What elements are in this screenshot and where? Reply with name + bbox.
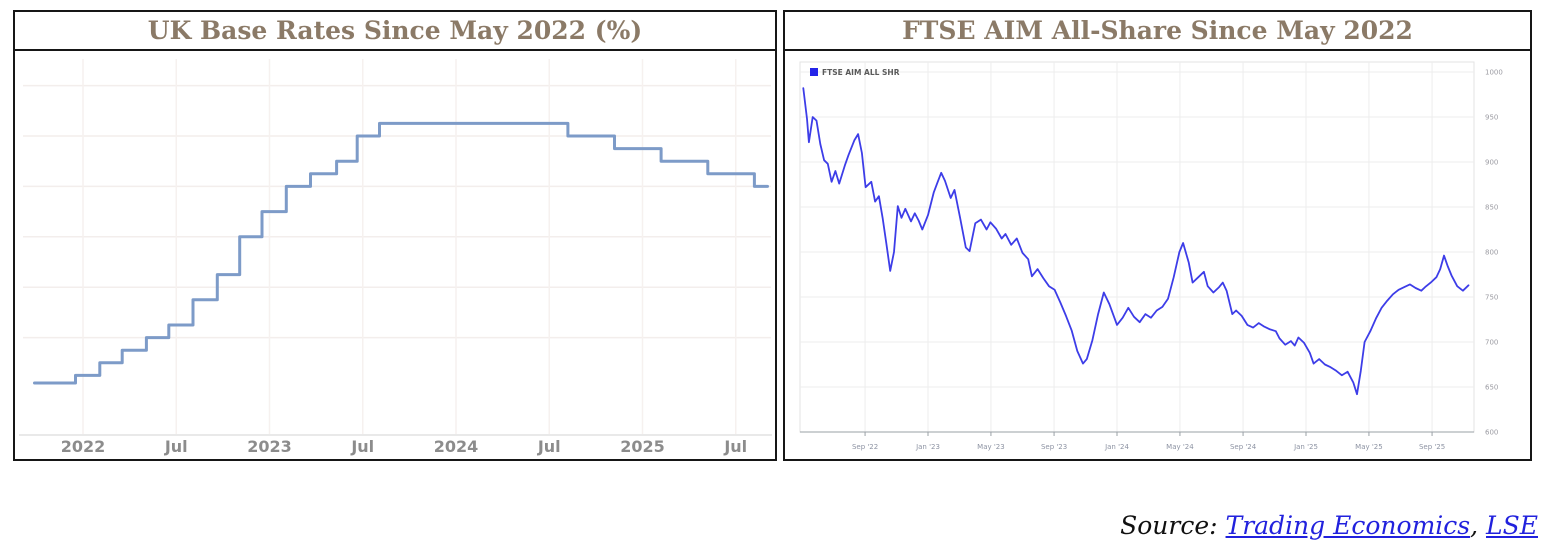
x-axis-label: May '23 [977, 443, 1005, 451]
right-chart-title: FTSE AIM All-Share Since May 2022 [785, 12, 1530, 51]
x-axis-label: Jul [723, 437, 747, 456]
x-axis-label: Jan '24 [1104, 443, 1129, 451]
source-link-trading-economics[interactable]: Trading Economics [1225, 511, 1471, 540]
x-axis-label: 2024 [434, 437, 479, 456]
y-axis-label: 600 [1485, 429, 1498, 437]
y-axis-label: 800 [1485, 249, 1498, 257]
x-axis-label: Jul [537, 437, 561, 456]
x-axis-label: Sep '25 [1419, 443, 1445, 451]
y-axis-label: 950 [1485, 114, 1498, 122]
x-axis-label: 2025 [620, 437, 665, 456]
x-axis-label: Jan '25 [1293, 443, 1318, 451]
x-axis-label: Sep '22 [852, 443, 878, 451]
y-axis-label: 650 [1485, 384, 1498, 392]
right-chart-area: 1000 950 900 850 800 750 700 650 600 Sep '22 Jan '… [785, 51, 1530, 459]
y-axis-label: 700 [1485, 339, 1498, 347]
uk-base-rate-step-line [33, 121, 769, 385]
x-axis-label: Sep '24 [1230, 443, 1257, 451]
y-axis-label: 750 [1485, 294, 1498, 302]
uk-base-rates-panel: UK Base Rates Since May 2022 (%) 2022 Jul… [13, 10, 777, 461]
ftse-aim-chart: 1000 950 900 850 800 750 700 650 600 Sep '22 Jan '… [799, 61, 1503, 451]
x-axis-label: Jul [164, 437, 188, 456]
legend-swatch-icon [810, 68, 818, 76]
x-axis-label: May '24 [1166, 443, 1194, 451]
source-link-lse[interactable]: LSE [1486, 511, 1538, 540]
x-axis-label: Sep '23 [1041, 443, 1067, 451]
x-axis-label: 2023 [247, 437, 292, 456]
y-axis-label: 1000 [1485, 69, 1503, 77]
source-label: Source: [1120, 511, 1226, 540]
left-chart-title: UK Base Rates Since May 2022 (%) [15, 12, 775, 51]
source-separator: , [1470, 511, 1487, 540]
legend-label: FTSE AIM ALL SHR [822, 68, 900, 77]
uk-base-rates-chart: 2022 Jul 2023 Jul 2024 Jul 2025 Jul [19, 59, 772, 456]
x-axis-label: May '25 [1355, 443, 1383, 451]
y-axis-label: 850 [1485, 204, 1498, 212]
left-chart-area: 2022 Jul 2023 Jul 2024 Jul 2025 Jul [15, 51, 775, 459]
x-axis-label: 2022 [61, 437, 106, 456]
source-attribution: Source: Trading Economics, LSE [1120, 511, 1538, 540]
x-axis-label: Jan '23 [915, 443, 940, 451]
ftse-aim-line [802, 87, 1470, 396]
x-axis-label: Jul [350, 437, 374, 456]
ftse-aim-panel: FTSE AIM All-Share Since May 2022 1000 95… [783, 10, 1532, 461]
y-axis-label: 900 [1485, 159, 1498, 167]
